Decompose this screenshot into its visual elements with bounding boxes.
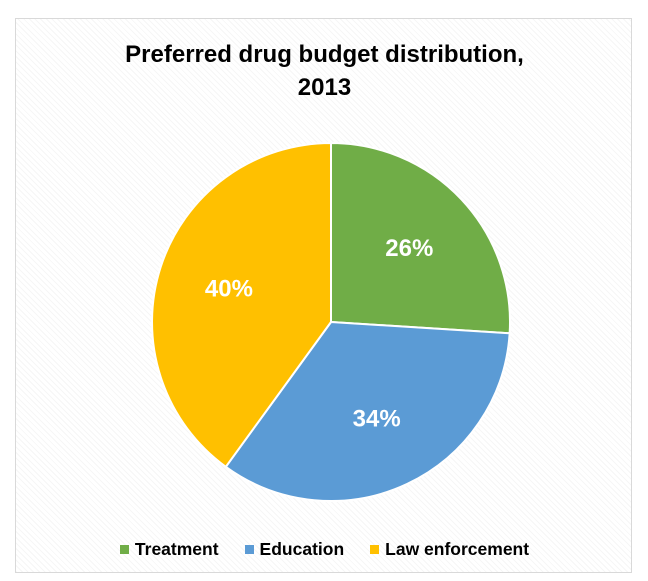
legend-label-law-enforcement: Law enforcement	[385, 539, 530, 559]
legend-label-education: Education	[259, 539, 345, 559]
pie-slices	[151, 141, 512, 502]
legend-item-law-enforcement: Law enforcement	[370, 539, 529, 560]
legend-swatch-education	[244, 545, 254, 554]
pie-chart: 26% 34% 40%	[151, 141, 512, 502]
pie-label-law-enforcement: 40%	[205, 275, 253, 302]
legend: Treatment Education Law enforcement	[16, 539, 633, 560]
chart-frame: Preferred drug budget distribution, 2013…	[15, 18, 632, 573]
pie-label-education: 34%	[353, 406, 401, 433]
pie-slice-law-enforcement	[151, 141, 332, 469]
legend-item-treatment: Treatment	[119, 539, 219, 560]
chart-title-line-1: Preferred drug budget distribution,	[125, 41, 524, 68]
legend-swatch-law-enforcement	[370, 545, 380, 554]
chart-title: Preferred drug budget distribution, 2013	[16, 38, 633, 104]
pie-slice-education	[224, 320, 511, 502]
chart-title-line-2: 2013	[297, 74, 352, 101]
legend-label-treatment: Treatment	[134, 539, 219, 559]
pie-labels: 26% 34% 40%	[205, 235, 433, 433]
pie-slice-treatment	[330, 141, 512, 335]
legend-swatch-treatment	[119, 545, 129, 554]
legend-item-education: Education	[244, 539, 345, 560]
pie-label-treatment: 26%	[385, 235, 433, 262]
